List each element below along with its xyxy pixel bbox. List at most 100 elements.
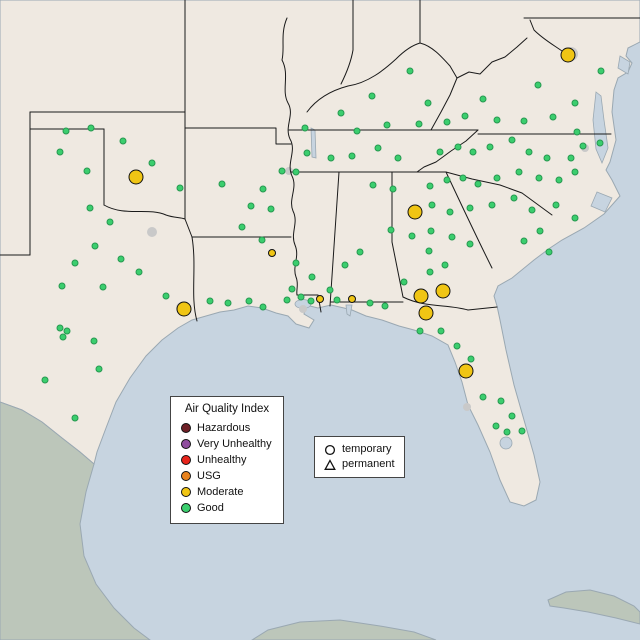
marker-good [283, 296, 291, 304]
marker-good [486, 143, 494, 151]
marker-good [106, 218, 114, 226]
aqi-color-swatch [181, 455, 191, 465]
marker-good [436, 148, 444, 156]
marker-good [206, 297, 214, 305]
marker-good [292, 168, 300, 176]
marker-good [62, 127, 70, 135]
marker-good [426, 268, 434, 276]
marker-good [427, 227, 435, 235]
marker-good [90, 337, 98, 345]
marker-good [162, 292, 170, 300]
marker-good [454, 143, 462, 151]
aqi-legend-item: Very Unhealthy [171, 436, 283, 452]
marker-good [474, 180, 482, 188]
marker-good [245, 297, 253, 305]
marker-good [571, 168, 579, 176]
aqi-legend-label: Hazardous [197, 421, 251, 434]
shape-legend: temporary permanent [314, 436, 405, 478]
marker-good [119, 137, 127, 145]
aqi-color-swatch [181, 439, 191, 449]
shape-legend-label: temporary [342, 443, 392, 455]
state-borders [0, 0, 640, 322]
marker-good [515, 168, 523, 176]
marker-good [492, 422, 500, 430]
marker-good [525, 148, 533, 156]
aqi-legend: Air Quality Index Hazardous Very Unhealth… [170, 396, 284, 524]
marker-good [597, 67, 605, 75]
marker-good [425, 247, 433, 255]
marker-good [56, 324, 64, 332]
marker-good [406, 67, 414, 75]
aqi-legend-label: Good [197, 501, 224, 514]
temporary-circle-icon [324, 444, 336, 455]
marker-good [467, 355, 475, 363]
marker-moderate [418, 305, 434, 321]
marker-good [466, 240, 474, 248]
aqi-legend-title: Air Quality Index [184, 403, 270, 415]
marker-good [493, 116, 501, 124]
marker-moderate [176, 301, 192, 317]
marker-good [278, 167, 286, 175]
marker-good [369, 181, 377, 189]
marker-good [503, 428, 511, 436]
marker-good [389, 185, 397, 193]
marker-good [59, 333, 67, 341]
marker-good [258, 236, 266, 244]
marker-good [135, 268, 143, 276]
shape-legend-item-temporary: temporary [324, 442, 395, 457]
marker-good [71, 414, 79, 422]
marker-good [337, 109, 345, 117]
marker-good [518, 427, 526, 435]
marker-moderate [413, 288, 429, 304]
marker-good [368, 92, 376, 100]
marker-good [176, 184, 184, 192]
marker-good [446, 208, 454, 216]
marker-good [303, 149, 311, 157]
marker-good [415, 120, 423, 128]
marker-good [596, 139, 604, 147]
marker-good [58, 282, 66, 290]
marker-moderate [458, 363, 474, 379]
marker-good [381, 302, 389, 310]
marker-good [56, 148, 64, 156]
aqi-color-swatch [181, 503, 191, 513]
aqi-color-swatch [181, 471, 191, 481]
marker-good [488, 201, 496, 209]
marker-good [91, 242, 99, 250]
marker-good [307, 297, 315, 305]
marker-good [528, 206, 536, 214]
marker-good [326, 286, 334, 294]
marker-moderate-small [348, 295, 356, 303]
marker-moderate [560, 47, 576, 63]
marker-moderate-small [268, 249, 276, 257]
marker-good [259, 303, 267, 311]
marker-good [466, 204, 474, 212]
marker-good [426, 182, 434, 190]
marker-good [356, 248, 364, 256]
marker-moderate-small [316, 295, 324, 303]
marker-good [301, 124, 309, 132]
marker-good [387, 226, 395, 234]
marker-good [267, 205, 275, 213]
marker-good [510, 194, 518, 202]
aqi-legend-item: Unhealthy [171, 452, 283, 468]
aqi-color-swatch [181, 487, 191, 497]
marker-good [148, 159, 156, 167]
marker-moderate [128, 169, 144, 185]
aqi-legend-label: Moderate [197, 485, 244, 498]
permanent-triangle-icon [324, 458, 336, 470]
marker-good [247, 202, 255, 210]
marker-good [99, 283, 107, 291]
marker-good [479, 95, 487, 103]
aqi-legend-items: Hazardous Very Unhealthy Unhealthy USG Moder… [171, 420, 283, 516]
marker-good [437, 327, 445, 335]
marker-good [459, 174, 467, 182]
marker-good [424, 99, 432, 107]
marker-good [567, 154, 575, 162]
marker-good [238, 223, 246, 231]
marker-good [394, 154, 402, 162]
yucatan-landmass [251, 619, 437, 640]
marker-good [416, 327, 424, 335]
marker-good [579, 142, 587, 150]
